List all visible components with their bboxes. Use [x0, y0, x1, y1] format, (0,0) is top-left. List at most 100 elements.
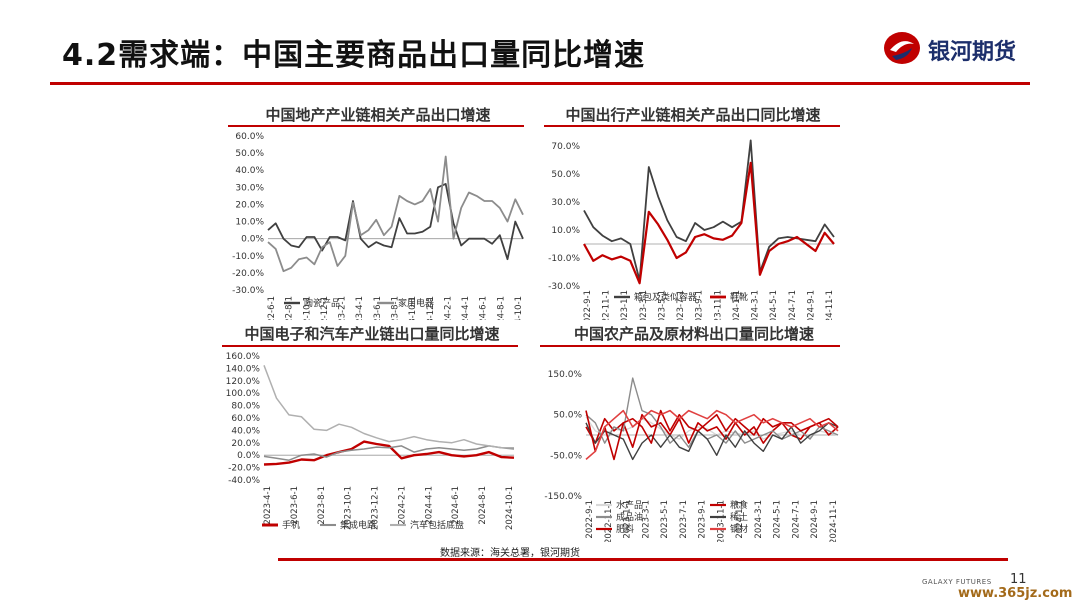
galaxy-logo-icon: [884, 32, 920, 64]
x-tick-label: 2023-10-1: [344, 486, 354, 530]
x-tick-label: 2023-9-1: [695, 290, 705, 320]
watermark: www.365jz.com: [958, 586, 1073, 601]
x-tick-label: 2023-9-1: [698, 500, 708, 539]
chart-title-rule: [228, 125, 524, 127]
x-tick-label: 2024-10-1: [514, 296, 524, 320]
x-tick-label: 2022-10-1: [302, 296, 312, 320]
chart-title-rule: [222, 345, 518, 347]
title-rule: [50, 82, 1030, 85]
y-tick-label: 0.0%: [241, 235, 264, 245]
legend-label: 粮食: [730, 499, 748, 511]
y-tick-label: 50.0%: [235, 149, 264, 159]
x-tick-label: 2022-12-1: [320, 296, 330, 320]
x-tick-label: 2023-7-1: [676, 290, 686, 320]
chart-title-travel: 中国出行产业链相关产品出口同比增速: [565, 106, 821, 124]
y-tick-label: 10.0%: [551, 226, 580, 236]
legend-label: 成品油: [616, 511, 643, 523]
x-tick-label: 2024-7-1: [788, 290, 798, 320]
series-line: [267, 155, 524, 273]
x-tick-label: 2024-7-1: [791, 500, 801, 539]
legend-label: 肥料: [616, 523, 634, 535]
y-tick-label: -30.0%: [232, 286, 264, 296]
x-tick-label: 2023-4-1: [263, 486, 273, 525]
x-tick-label: 2024-5-1: [769, 290, 779, 320]
x-tick-label: 2024-2-1: [397, 486, 407, 525]
x-tick-label: 2024-10-1: [505, 486, 515, 530]
x-tick-label: 2024-8-1: [496, 296, 506, 320]
y-tick-label: 140.0%: [226, 364, 261, 374]
footer-brand: GALAXY FUTURES: [922, 578, 992, 586]
y-tick-label: 70.0%: [551, 142, 580, 152]
y-tick-label: 120.0%: [226, 377, 261, 387]
y-tick-label: 60.0%: [235, 132, 264, 142]
x-tick-label: 2023-12-1: [426, 296, 436, 320]
y-tick-label: -10.0%: [548, 254, 580, 264]
y-tick-label: 0.0%: [237, 451, 260, 461]
x-tick-label: 2023-8-1: [317, 486, 327, 525]
series-line: [267, 183, 524, 261]
x-tick-label: 2023-12-1: [371, 486, 381, 530]
company-logo: 银河期货: [880, 28, 1040, 68]
x-tick-label: 2023-11-1: [713, 290, 723, 320]
source-note: 数据来源：海关总署，银河期货: [440, 548, 580, 559]
y-tick-label: 160.0%: [226, 352, 261, 362]
legend-label: 陶瓷产品: [304, 297, 340, 309]
electronics-auto-chart: 160.0% 140.0% 120.0% 100.0% 80.0% 60.0% 40.0% 2…: [226, 352, 515, 531]
y-tick-label: 40.0%: [231, 426, 260, 436]
legend-label: 家用电器: [398, 297, 434, 309]
x-tick-label: 2022-11-1: [602, 290, 612, 320]
x-tick-label: 2024-1-1: [735, 500, 745, 539]
series-line: [585, 377, 839, 448]
x-tick-label: 2024-9-1: [810, 500, 820, 539]
x-tick-label: 2023-1-1: [623, 500, 633, 539]
legend-label: 汽车包括底盘: [410, 519, 464, 531]
x-tick-label: 2024-1-1: [732, 290, 742, 320]
series-line: [585, 409, 839, 461]
y-tick-label: -150.0%: [544, 492, 582, 502]
travel-chart: 70.0% 50.0% 30.0% 10.0% -10.0% -30.0%2022-9-1…: [548, 139, 835, 320]
chart-title-rule: [540, 345, 840, 347]
x-tick-label: 2024-8-1: [478, 486, 488, 525]
x-tick-label: 2023-2-1: [338, 296, 348, 320]
y-tick-label: 50.0%: [551, 170, 580, 180]
chart-title-electronics-auto: 中国电子和汽车产业链出口量同比增速: [244, 325, 500, 343]
legend-label: 稀土: [730, 511, 748, 523]
legend-label: 钢材: [730, 523, 748, 535]
x-tick-label: 2024-6-1: [451, 486, 461, 525]
x-tick-label: 2022-9-1: [583, 290, 593, 320]
x-tick-label: 2023-11-1: [716, 500, 726, 542]
series-line: [583, 139, 835, 282]
chart-title-agri-materials: 中国农产品及原材料出口量同比增速: [573, 325, 814, 343]
y-tick-label: 10.0%: [235, 218, 264, 228]
x-tick-label: 2022-11-1: [604, 500, 614, 542]
y-tick-label: 20.0%: [235, 200, 264, 210]
x-tick-label: 2023-7-1: [679, 500, 689, 539]
real-estate-chart: 60.0% 50.0% 40.0% 30.0% 20.0% 10.0% 0.0% -10.0%…: [232, 132, 524, 320]
x-tick-label: 2022-9-1: [585, 500, 595, 539]
y-tick-label: -20.0%: [228, 464, 260, 474]
x-tick-label: 2023-3-1: [641, 500, 651, 539]
y-tick-label: -30.0%: [548, 282, 580, 292]
y-tick-label: 50.0%: [553, 411, 582, 421]
page-number: 11: [1010, 572, 1027, 587]
x-tick-label: 2023-4-1: [355, 296, 365, 320]
x-tick-label: 2023-3-1: [639, 290, 649, 320]
series-line: [585, 422, 839, 461]
x-tick-label: 2024-4-1: [424, 486, 434, 525]
series-line: [263, 365, 514, 449]
series-line: [583, 161, 835, 285]
x-tick-label: 2022-8-1: [285, 296, 295, 320]
x-tick-label: 2023-10-1: [408, 296, 418, 320]
x-tick-label: 2023-8-1: [391, 296, 401, 320]
legend-label: 集成电路: [340, 519, 376, 531]
x-tick-label: 2024-6-1: [479, 296, 489, 320]
series-line: [263, 440, 515, 466]
y-tick-label: -10.0%: [232, 252, 264, 262]
x-tick-label: 2024-3-1: [751, 290, 761, 320]
x-tick-label: 2023-6-1: [373, 296, 383, 320]
y-tick-label: 60.0%: [231, 414, 260, 424]
chart-title-real-estate: 中国地产产业链相关产品出口增速: [265, 106, 491, 124]
x-tick-label: 2024-4-1: [461, 296, 471, 320]
series-line: [585, 413, 839, 448]
bottom-rule: [278, 558, 1008, 561]
